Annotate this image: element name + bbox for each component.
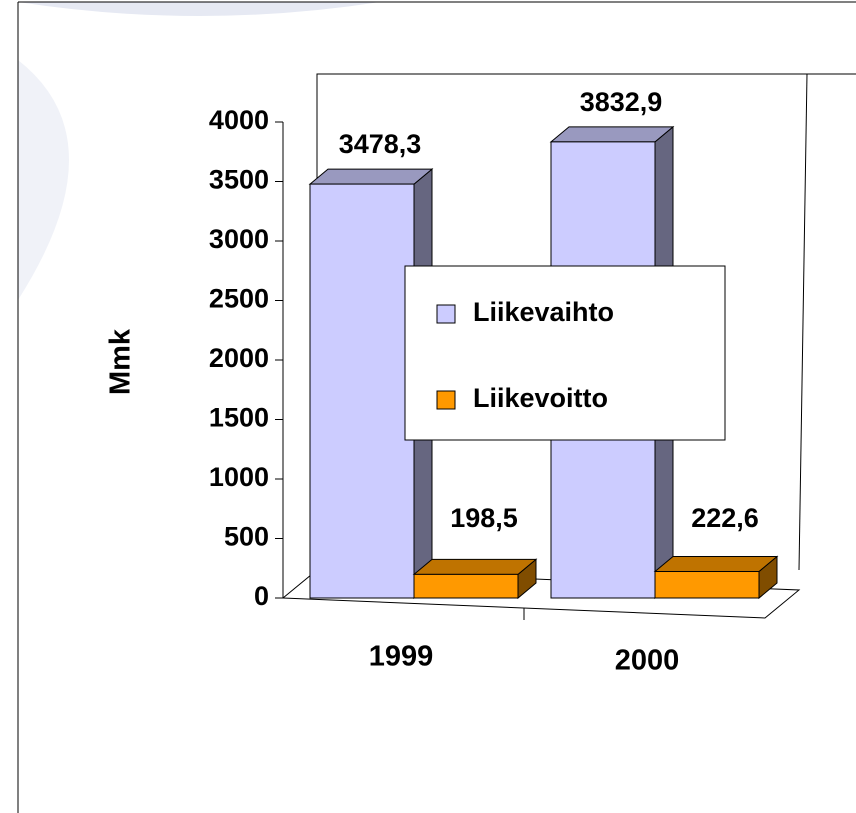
bar [413, 573, 519, 599]
bar-top [412, 558, 538, 575]
y-tick-label: 500 [224, 522, 269, 552]
legend-label: Liikevoitto [473, 383, 608, 413]
value-label: 222,6 [691, 503, 759, 533]
legend-box [404, 265, 726, 441]
value-label: 3832,9 [580, 87, 663, 117]
x-tick-label: 2000 [615, 645, 680, 677]
y-tick-label: 3500 [209, 165, 269, 195]
y-tick-label: 3000 [209, 224, 269, 254]
y-tick-label: 1500 [209, 403, 269, 433]
value-label: 3478,3 [339, 129, 422, 159]
y-axis-title: Mmk [105, 328, 137, 395]
legend-swatch [436, 304, 456, 324]
bar [654, 571, 760, 599]
bar-top [308, 168, 434, 185]
y-tick-label: 1000 [209, 462, 269, 492]
bar-top [549, 126, 675, 143]
right-wall [798, 73, 808, 571]
legend-swatch [436, 390, 456, 410]
background-decoration [18, 2, 380, 300]
y-tick-label: 2000 [209, 343, 269, 373]
y-tick-label: 2500 [209, 284, 269, 314]
x-tick-label: 1999 [369, 641, 434, 673]
value-label: 198,5 [450, 503, 518, 533]
bar [309, 183, 415, 599]
legend-label: Liikevaihto [473, 297, 614, 327]
bar-top [653, 556, 779, 573]
y-tick-label: 4000 [209, 105, 269, 135]
y-tick-label: 0 [254, 581, 269, 611]
